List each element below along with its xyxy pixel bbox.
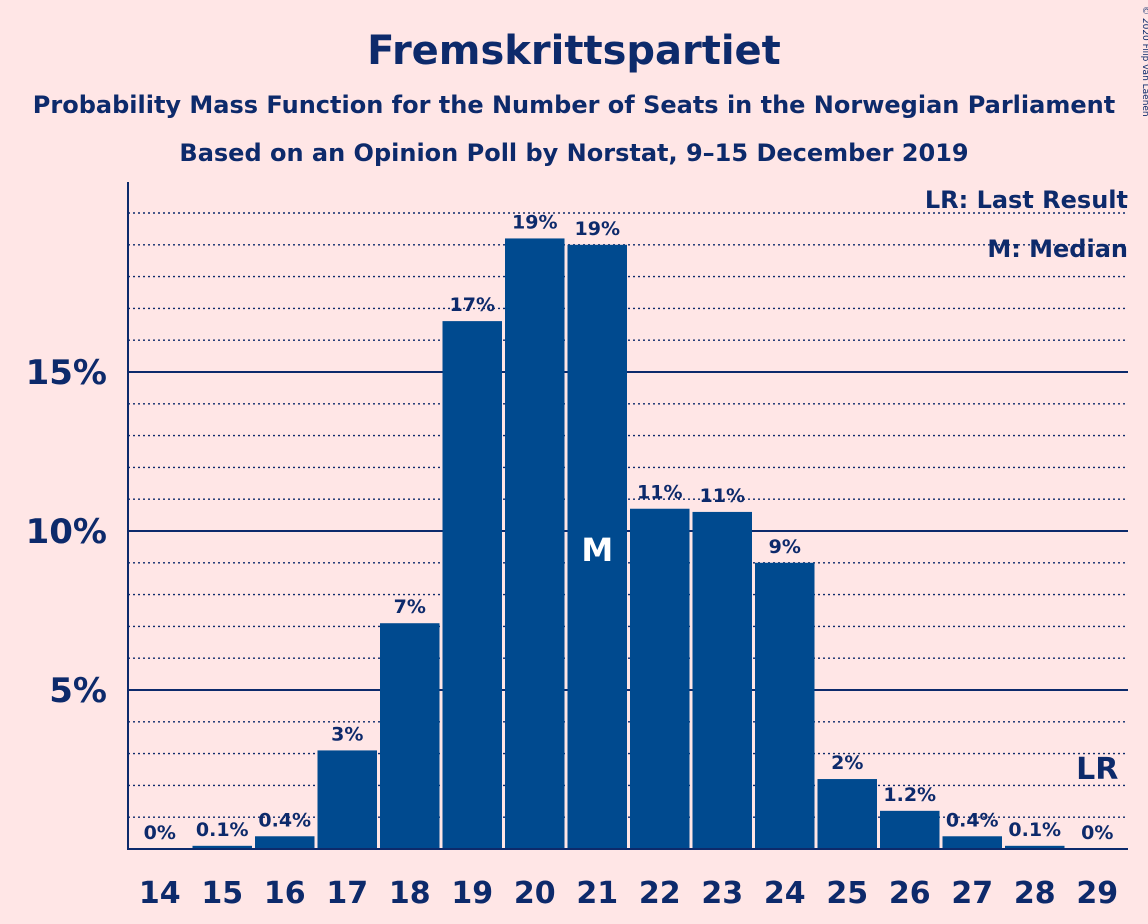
copyright-text: © 2020 Filip van Laenen bbox=[1140, 6, 1148, 117]
chart-title: Fremskrittspartiet bbox=[367, 28, 781, 74]
x-tick-label: 18 bbox=[389, 876, 431, 911]
y-tick-label: 15% bbox=[26, 353, 107, 393]
data-label-seat-22: 11% bbox=[637, 482, 682, 504]
data-label-seat-15: 0.1% bbox=[196, 819, 249, 841]
data-label-seat-18: 7% bbox=[394, 596, 426, 618]
y-tick-label: 5% bbox=[49, 671, 107, 711]
bar-seat-23 bbox=[692, 511, 752, 849]
data-label-seat-29: 0% bbox=[1081, 822, 1113, 844]
bar-seat-18 bbox=[380, 623, 440, 849]
x-tick-label: 27 bbox=[951, 876, 993, 911]
bar-seat-21 bbox=[567, 244, 627, 850]
y-tick-label: 10% bbox=[26, 512, 107, 552]
x-tick-label: 26 bbox=[889, 876, 931, 911]
x-tick-label: 22 bbox=[639, 876, 681, 911]
data-label-seat-24: 9% bbox=[769, 536, 801, 558]
x-tick-label: 14 bbox=[139, 876, 181, 911]
legend-median: M: Median bbox=[987, 235, 1128, 263]
x-tick-label: 15 bbox=[201, 876, 243, 911]
x-tick-label: 28 bbox=[1014, 876, 1056, 911]
bar-seat-24 bbox=[755, 562, 815, 849]
x-tick-label: 24 bbox=[764, 876, 806, 911]
bar-seat-28 bbox=[1005, 845, 1065, 849]
x-tick-label: 16 bbox=[264, 876, 306, 911]
x-tick-label: 20 bbox=[514, 876, 556, 911]
x-tick-label: 19 bbox=[451, 876, 493, 911]
grid-lines bbox=[128, 212, 1128, 818]
x-tick-label: 17 bbox=[326, 876, 368, 911]
data-label-seat-17: 3% bbox=[331, 723, 363, 745]
bar-seat-22 bbox=[630, 508, 690, 849]
bar-series bbox=[192, 238, 1065, 850]
chart-subtitle: Probability Mass Function for the Number… bbox=[33, 91, 1115, 119]
data-label-seat-19: 17% bbox=[450, 294, 495, 316]
x-tick-label: 25 bbox=[826, 876, 868, 911]
chart-markers: M LR bbox=[581, 531, 1118, 787]
data-label-seat-27: 0.4% bbox=[946, 809, 999, 831]
data-label-seat-23: 11% bbox=[700, 485, 745, 507]
bar-seat-27 bbox=[942, 836, 1002, 849]
median-marker: M bbox=[581, 531, 613, 569]
x-tick-label: 29 bbox=[1076, 876, 1118, 911]
data-label-seat-21: 19% bbox=[575, 218, 620, 240]
data-label-seat-26: 1.2% bbox=[883, 784, 936, 806]
bar-seat-26 bbox=[880, 810, 940, 849]
data-label-seat-25: 2% bbox=[831, 752, 863, 774]
bar-seat-19 bbox=[442, 321, 502, 849]
data-label-seat-20: 19% bbox=[512, 211, 557, 233]
bar-seat-17 bbox=[317, 750, 377, 849]
bar-seat-16 bbox=[255, 836, 315, 849]
x-tick-label: 21 bbox=[576, 876, 618, 911]
legend-last-result: LR: Last Result bbox=[925, 186, 1128, 214]
data-label-seat-28: 0.1% bbox=[1008, 819, 1061, 841]
data-labels: 0% 0.1% 0.4% 3% 7% 17% 19% 19% 11% 11% 9% 2% 1.2% 0.4… bbox=[144, 211, 1114, 844]
x-tick-label: 23 bbox=[701, 876, 743, 911]
data-label-seat-16: 0.4% bbox=[258, 809, 311, 831]
y-axis-ticks: 5% 10% 15% bbox=[26, 353, 107, 711]
bar-seat-15 bbox=[192, 845, 252, 849]
last-result-marker: LR bbox=[1076, 752, 1118, 787]
chart-subtitle-source: Based on an Opinion Poll by Norstat, 9–1… bbox=[179, 139, 968, 167]
bar-seat-25 bbox=[817, 779, 877, 849]
x-axis-ticks: 14 15 16 17 18 19 20 21 22 23 24 25 26 27 28 29 bbox=[139, 876, 1118, 911]
bar-seat-20 bbox=[505, 238, 565, 849]
data-label-seat-14: 0% bbox=[144, 822, 176, 844]
